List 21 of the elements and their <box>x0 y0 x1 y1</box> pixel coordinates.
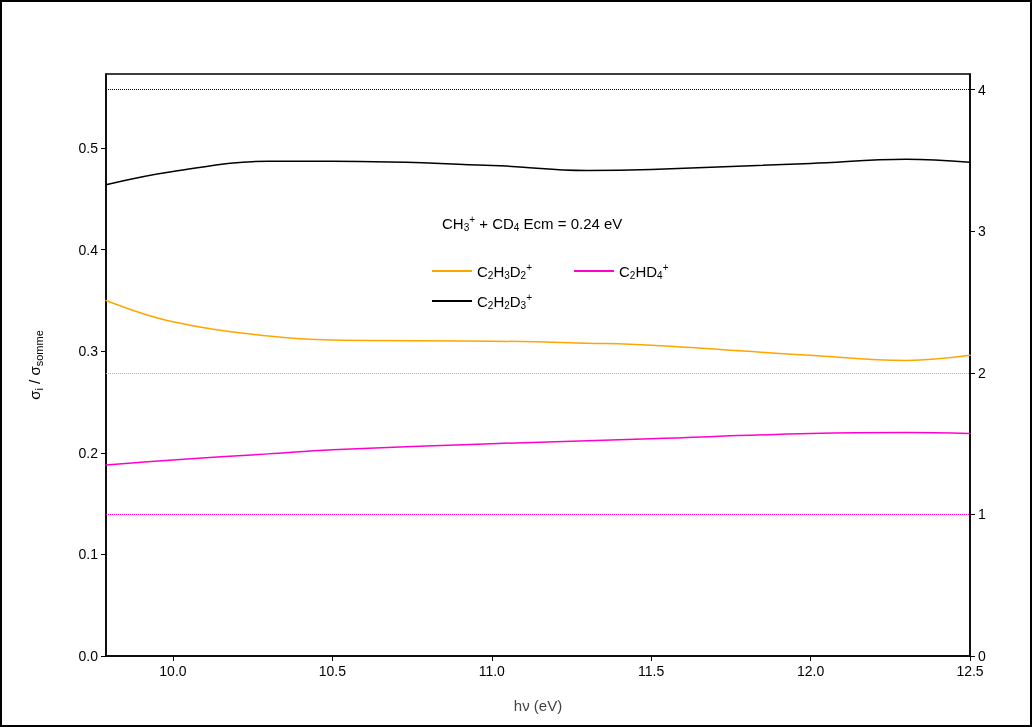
line-series <box>105 431 971 466</box>
y2-tick-label: 2 <box>978 364 986 381</box>
x-tick-label: 10.0 <box>159 663 187 679</box>
x-tick-label: 12.5 <box>956 663 984 679</box>
y-axis-title: σi / σsomme <box>26 330 45 400</box>
y-tick-label: 0.5 <box>78 140 99 157</box>
x-tick-label: 12.0 <box>796 663 825 679</box>
y2-tick-label: 1 <box>978 506 986 523</box>
x-tick-label: 10.5 <box>318 663 347 679</box>
y-tick-label: 0.3 <box>78 343 99 360</box>
x-tick-label: 11.0 <box>478 663 506 679</box>
y-tick-label: 0.2 <box>78 444 99 461</box>
y-tick-label: 0.0 <box>78 648 99 664</box>
y2-tick-label: 4 <box>978 81 986 98</box>
x-axis-title: hν (eV) <box>513 697 563 714</box>
y2-tick-label: 0 <box>978 648 986 664</box>
x-tick-label: 11.5 <box>638 663 665 679</box>
y-tick-label: 0.4 <box>78 241 99 258</box>
y2-tick-label: 3 <box>978 223 986 240</box>
y-tick-label: 0.1 <box>78 546 99 563</box>
line-series <box>105 299 971 362</box>
